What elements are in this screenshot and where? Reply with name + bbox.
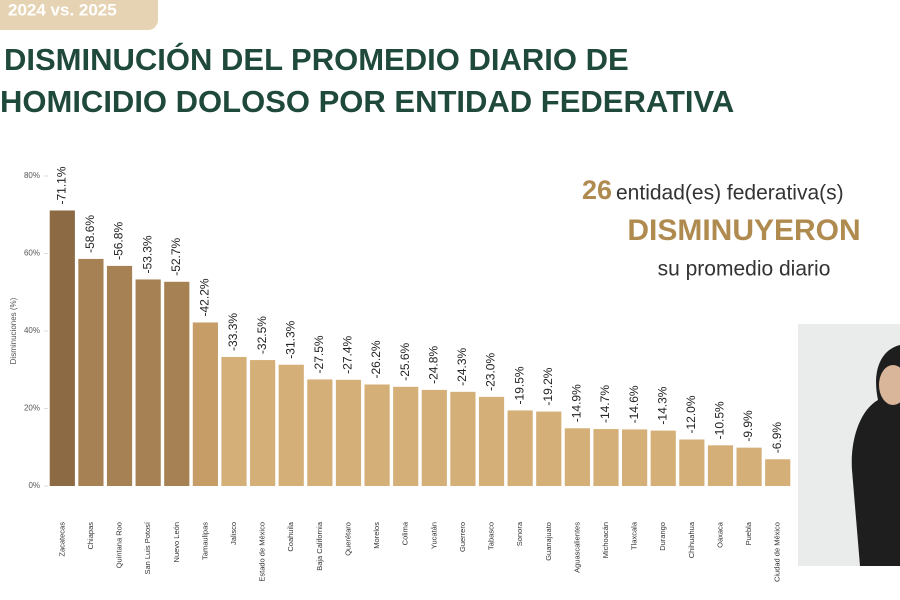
bar	[278, 364, 304, 486]
bar	[49, 210, 75, 487]
value-label: -19.2%	[541, 367, 555, 405]
x-tick-label: Ciudad de México	[773, 522, 782, 582]
bar	[78, 258, 104, 486]
bar	[536, 411, 562, 486]
bar	[335, 379, 362, 486]
value-label: -12.0%	[684, 395, 698, 433]
value-label: -24.3%	[455, 347, 469, 385]
x-tick-label: Sonora	[515, 521, 524, 546]
annotation-highlight: DISMINUYERON	[627, 214, 860, 247]
y-tick-label: 80%	[24, 171, 40, 180]
value-label: -52.7%	[169, 237, 183, 275]
bar	[250, 360, 276, 486]
x-tick-label: Chihuahua	[687, 521, 696, 558]
x-tick-label: Michoacán	[601, 522, 610, 558]
y-tick-label: 40%	[24, 326, 40, 335]
bar	[421, 389, 447, 486]
bar	[307, 379, 333, 486]
x-tick-label: Jalisco	[229, 522, 238, 545]
photo-face	[879, 365, 900, 405]
bar	[450, 391, 476, 486]
bar	[765, 459, 791, 486]
bar	[106, 265, 133, 486]
annotation-text: entidad(es) federativa(s)	[616, 182, 844, 205]
value-label: -58.6%	[83, 215, 97, 253]
bar	[622, 429, 648, 486]
value-label: -14.9%	[570, 384, 584, 422]
bar	[593, 429, 619, 486]
y-axis-title: Disminuciones (%)	[9, 297, 18, 364]
title-line: HOMICIDIO DOLOSO POR ENTIDAD FEDERATIVA	[0, 84, 734, 119]
bar	[736, 447, 762, 486]
bar	[221, 356, 247, 486]
x-tick-label: Guerrero	[458, 522, 467, 552]
y-tick-label: 60%	[24, 249, 40, 258]
value-label: -10.5%	[713, 401, 727, 439]
value-label: -27.5%	[312, 335, 326, 373]
value-label: -19.5%	[512, 366, 526, 404]
value-label: -71.1%	[54, 166, 68, 204]
x-tick-label: Tabasco	[487, 522, 496, 550]
value-label: -23.0%	[484, 353, 498, 391]
value-label: -33.3%	[226, 313, 240, 351]
x-tick-label: Querétaro	[343, 522, 352, 556]
value-label: -24.8%	[426, 346, 440, 384]
annotation-subtext: su promedio diario	[658, 258, 831, 281]
x-tick-label: Aguascalientes	[572, 522, 581, 573]
value-label: -14.3%	[655, 386, 669, 424]
x-tick-label: Baja California	[315, 521, 324, 571]
value-label: -26.2%	[369, 340, 383, 378]
value-label: -42.2%	[198, 278, 212, 316]
bar	[135, 279, 161, 486]
bar	[679, 439, 705, 486]
x-tick-label: San Luis Potosí	[143, 521, 152, 574]
value-label: -14.6%	[627, 385, 641, 423]
x-tick-label: Guanajuato	[544, 522, 553, 561]
x-tick-label: Nuevo León	[172, 522, 181, 562]
x-tick-label: Coahuila	[286, 521, 295, 551]
value-label: -56.8%	[112, 222, 126, 260]
x-tick-label: Tlaxcala	[630, 521, 639, 550]
y-tick-label: 0%	[28, 481, 40, 490]
bar	[564, 428, 590, 486]
tag-box	[0, 0, 158, 30]
bar	[364, 384, 390, 486]
value-label: -27.4%	[341, 335, 355, 373]
x-tick-label: Quintana Roo	[115, 522, 124, 568]
value-label: -25.6%	[398, 342, 412, 380]
y-tick-label: 20%	[24, 404, 40, 413]
speaker-photo	[798, 324, 900, 566]
bar	[650, 430, 676, 486]
x-tick-label: Puebla	[744, 521, 753, 545]
x-tick-label: Estado de México	[258, 522, 267, 582]
value-label: -14.7%	[598, 385, 612, 423]
bar	[164, 281, 190, 486]
annotation-number: 26	[582, 175, 612, 205]
x-tick-label: Oaxaca	[715, 521, 724, 548]
x-tick-label: Tamaulipas	[200, 522, 209, 560]
value-label: -9.9%	[741, 410, 755, 442]
x-tick-label: Morelos	[372, 522, 381, 549]
value-label: -53.3%	[140, 235, 154, 273]
title-line: DISMINUCIÓN DEL PROMEDIO DIARIO DE	[4, 41, 629, 77]
bar	[507, 410, 533, 486]
x-tick-label: Durango	[658, 522, 667, 551]
value-label: -31.3%	[283, 320, 297, 358]
bar	[707, 445, 734, 486]
x-tick-label: Colima	[401, 521, 410, 545]
bar	[192, 322, 218, 486]
bar	[393, 386, 419, 486]
tag: 2024 vs. 2025	[8, 0, 117, 19]
bar	[478, 396, 505, 486]
x-tick-label: Zacatecas	[57, 522, 66, 557]
value-label: -6.9%	[770, 422, 784, 454]
x-tick-label: Yucatán	[429, 522, 438, 549]
value-label: -32.5%	[255, 316, 269, 354]
x-tick-label: Chiapas	[86, 522, 95, 550]
